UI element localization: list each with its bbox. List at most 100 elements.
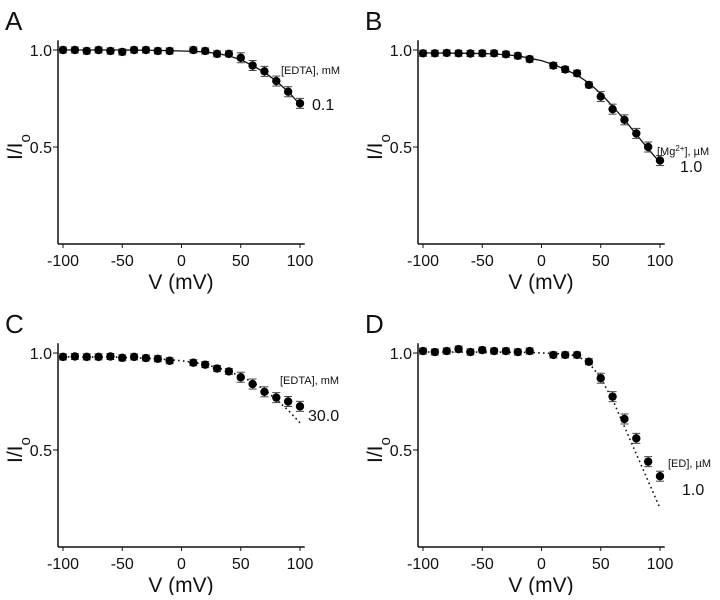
data-point (584, 80, 594, 90)
y-axis-label: I/Io (364, 134, 394, 160)
x-tick-label: -50 (471, 253, 494, 270)
data-point (489, 49, 499, 58)
data-point (478, 345, 487, 355)
data-point (478, 49, 487, 58)
panel-letter: C (5, 309, 24, 339)
annotation-label: [Mg2+], µM (657, 144, 709, 158)
data-point (454, 344, 463, 354)
data-point (94, 352, 103, 362)
fit-curve (63, 49, 301, 105)
data-point (141, 353, 151, 363)
y-axis-label: I/Io (4, 134, 34, 160)
x-tick-label: -100 (47, 253, 79, 270)
data-point (212, 364, 222, 373)
data-point (201, 46, 210, 56)
y-axis-label-main: I/I (4, 142, 27, 160)
data-point (608, 392, 617, 401)
y-axis-label-main: I/I (4, 445, 27, 463)
y-tick-label: 1.0 (390, 43, 412, 60)
y-tick-label: 0.5 (390, 140, 412, 157)
data-point (549, 61, 558, 70)
data-point (643, 457, 653, 466)
fit-curve (423, 351, 661, 509)
data-point (572, 350, 582, 360)
data-point (584, 357, 594, 366)
annotation-text: [EDTA], mM (280, 375, 339, 387)
data-point (141, 45, 151, 55)
x-tick-label: 50 (232, 556, 250, 573)
y-axis-label-subscript: o (17, 437, 34, 445)
panel-a: A -100 -50 0 50 100 1.0 0.5 V (mV) I/Io [EDTA], mM… (4, 6, 340, 294)
annotation-text: [Mg (657, 146, 675, 158)
data-point (58, 45, 68, 55)
data-point (165, 356, 174, 365)
x-tick-label: 100 (287, 556, 314, 573)
x-tick-label: -50 (471, 556, 494, 573)
panel-letter: A (5, 6, 23, 36)
data-point (70, 352, 80, 361)
data-point (655, 471, 665, 481)
data-point (643, 142, 653, 152)
x-axis-label: V (mV) (508, 574, 573, 595)
data-point (466, 347, 475, 357)
data-point (501, 50, 511, 59)
y-tick-label: 0.5 (390, 443, 412, 460)
data-point (212, 49, 222, 59)
x-tick-label: -50 (111, 253, 134, 270)
x-tick-label: 100 (647, 253, 674, 270)
fit-curve (422, 52, 661, 163)
x-tick-label: 100 (287, 253, 314, 270)
x-axis-label: V (mV) (508, 271, 573, 294)
data-point (632, 129, 641, 138)
data-point (82, 352, 91, 362)
annotation-value: 1.0 (682, 482, 704, 499)
x-tick-label: 50 (592, 253, 610, 270)
y-axis-label: I/Io (364, 437, 394, 463)
data-point (58, 352, 68, 362)
data-point (236, 53, 245, 62)
panel-letter: B (365, 6, 382, 36)
panel-letter: D (365, 309, 384, 339)
x-tick-label: -100 (407, 556, 439, 573)
x-axis-label: V (mV) (148, 271, 213, 294)
data-point (525, 54, 534, 64)
x-axis-label: V (mV) (148, 574, 213, 595)
data-point (295, 99, 305, 108)
y-axis-label-subscript: o (377, 134, 394, 142)
x-tick-label: 50 (592, 556, 610, 573)
data-point (129, 352, 139, 362)
data-point (442, 48, 451, 58)
data-point (106, 352, 115, 361)
data-point (165, 46, 174, 56)
data-point (283, 397, 293, 406)
y-tick-label: 0.5 (30, 140, 52, 157)
x-tick-label: -50 (111, 556, 134, 573)
data-point (430, 49, 440, 58)
data-point (632, 434, 641, 443)
panel-c: C -100 -50 0 50 100 1.0 0.5 V (mV) I/Io [EDTA], mM… (4, 309, 339, 597)
data-point (418, 346, 428, 356)
data-point (295, 402, 305, 411)
x-tick-label: 0 (537, 556, 546, 573)
y-axis-label-subscript: o (17, 134, 34, 142)
panel-b: B -100 -50 0 50 100 1.0 0.5 V (mV) I/Io [Mg2+], µM… (364, 6, 709, 294)
data-point (236, 373, 245, 382)
data-point (153, 354, 162, 364)
data-point (82, 46, 91, 56)
y-tick-label: 1.0 (390, 346, 412, 363)
annotation-text: [ED], µM (668, 458, 711, 470)
data-point (501, 346, 511, 356)
data-point (430, 347, 440, 357)
data-point (283, 87, 293, 96)
data-point (189, 358, 198, 367)
data-point (489, 346, 499, 356)
data-point (272, 76, 281, 86)
data-point (118, 47, 127, 57)
data-point (608, 104, 617, 114)
x-tick-label: 0 (177, 556, 186, 573)
y-axis-label: I/Io (4, 437, 34, 463)
data-point (620, 414, 629, 424)
annotation-superscript: 2+ (675, 144, 684, 153)
x-tick-label: 100 (647, 556, 674, 573)
